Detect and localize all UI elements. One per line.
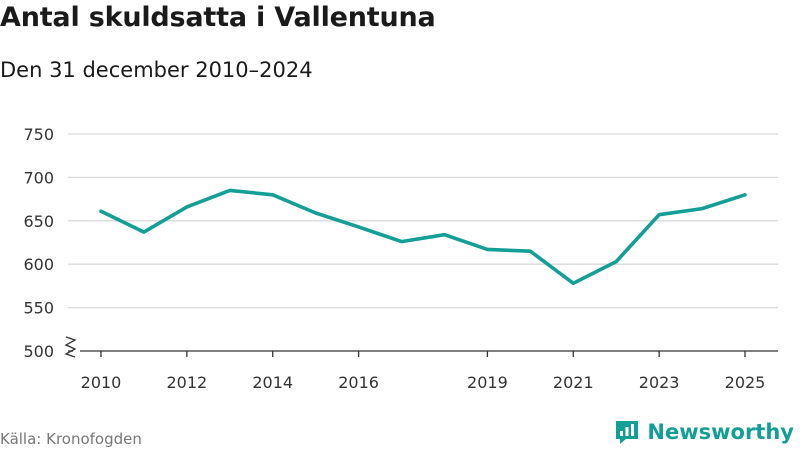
series (99, 188, 747, 286)
x-tick-label: 2021 (553, 373, 594, 392)
chart-subtitle: Den 31 december 2010–2024 (0, 58, 313, 82)
x-tick-label: 2025 (725, 373, 766, 392)
newsworthy-logo-icon (616, 421, 639, 444)
brand-name: Newsworthy (647, 420, 794, 444)
y-tick-label: 600 (23, 255, 54, 274)
y-tick-label: 500 (23, 342, 54, 361)
x-tick-label: 2010 (81, 373, 122, 392)
x-axis (68, 350, 778, 357)
series-line (99, 188, 747, 286)
x-tick-label: 2016 (338, 373, 379, 392)
x-tick-label: 2014 (252, 373, 293, 392)
axis-break-zigzag (64, 336, 77, 358)
y-tick-label: 550 (23, 299, 54, 318)
y-tick-label: 700 (23, 168, 54, 187)
x-tick-label: 2012 (167, 373, 208, 392)
chart-title: Antal skuldsatta i Vallentuna (0, 2, 436, 33)
x-tick-label: 2019 (467, 373, 508, 392)
y-tick-label: 750 (23, 125, 54, 144)
y-tick-labels: 500 550 600 650 700 750 (23, 125, 54, 361)
x-tick-label: 2023 (639, 373, 680, 392)
y-tick-label: 650 (23, 212, 54, 231)
gridlines (68, 133, 778, 309)
source-note: Källa: Kronofogden (0, 430, 142, 448)
x-tick-labels: 2010 2012 2014 2016 2019 2021 2023 2025 (81, 373, 766, 392)
brand-logo[interactable]: Newsworthy (614, 419, 794, 445)
axis-break-icon (64, 336, 77, 358)
